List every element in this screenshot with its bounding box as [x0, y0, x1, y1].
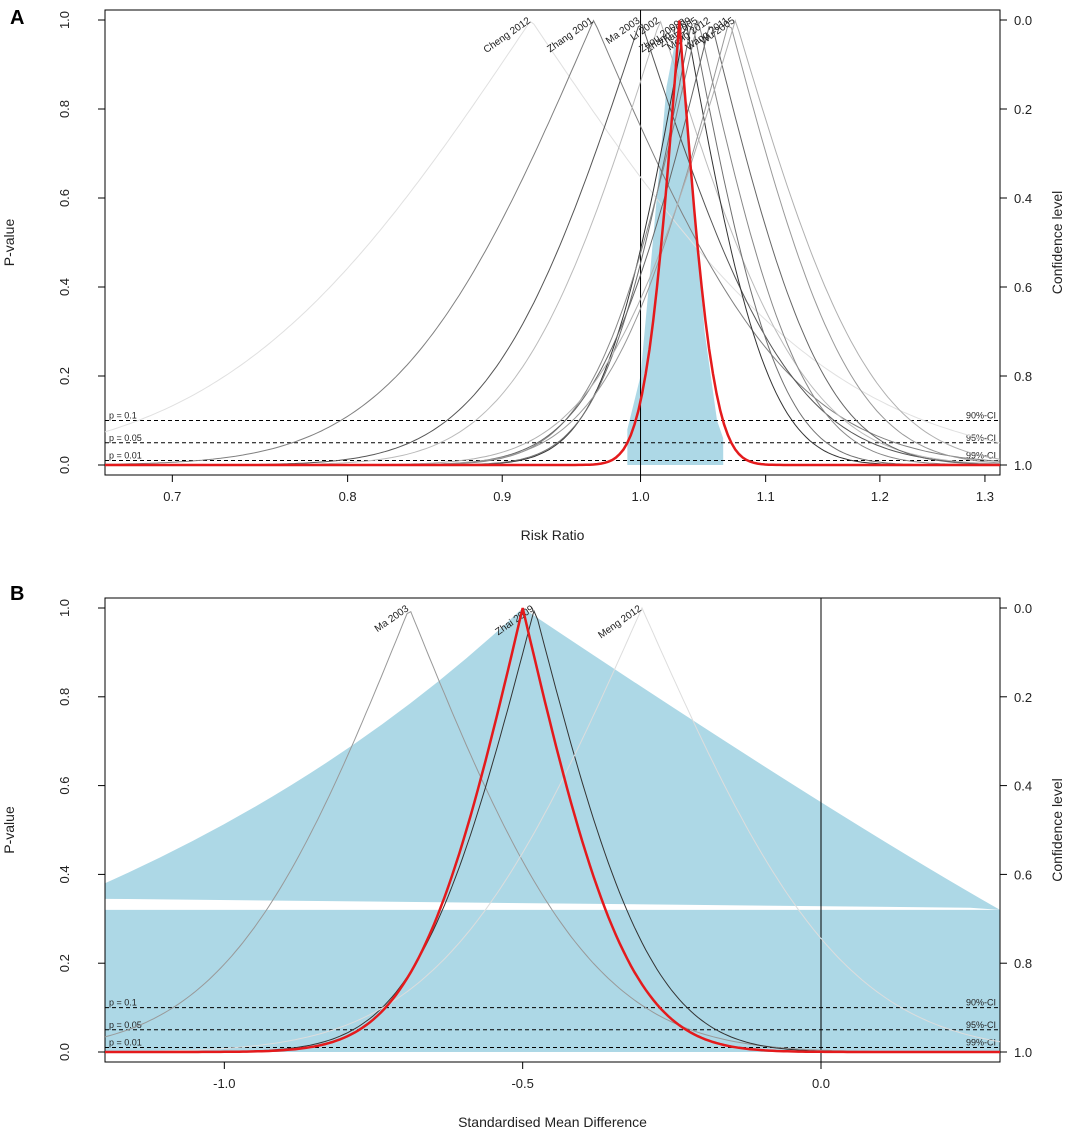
- reference-label-left: p = 0.1: [109, 998, 137, 1008]
- y-tick-label: 0.8: [57, 100, 72, 118]
- panel-label: B: [10, 583, 24, 605]
- reference-label-left: p = 0.05: [109, 433, 142, 443]
- pooled-curve: [105, 607, 1000, 1054]
- reference-label-left: p = 0.01: [109, 451, 142, 461]
- study-curve: [105, 26, 1001, 466]
- reference-label-right: 99%-CI: [966, 1038, 996, 1048]
- y2-tick-label: 0.4: [1014, 779, 1032, 794]
- y2-tick-label: 1.0: [1014, 458, 1032, 473]
- x-tick-label: 1.2: [871, 489, 889, 504]
- y2-tick-label: 1.0: [1014, 1045, 1032, 1060]
- y2-tick-label: 0.8: [1014, 956, 1032, 971]
- study-curve: [105, 19, 1001, 466]
- x-tick-label: 0.0: [812, 1076, 830, 1091]
- y-tick-label: 0.2: [57, 367, 72, 385]
- panel-b: p = 0.1 90%-CI p = 0.05 95%-CI p = 0.01 99%-C…: [1, 583, 1065, 1130]
- x-tick-label: -1.0: [213, 1076, 235, 1091]
- x-tick-label: 1.0: [631, 489, 649, 504]
- shaded-region-lower: [105, 909, 1000, 1052]
- y2-tick-label: 0.2: [1014, 102, 1032, 117]
- shaded-region-upper: [105, 608, 1000, 910]
- reference-label-right: 90%-CI: [966, 998, 996, 1008]
- reference-label-right: 95%-CI: [966, 1020, 996, 1030]
- y-tick-label: 0.6: [57, 777, 72, 795]
- y-tick-label: 0.0: [57, 456, 72, 474]
- reference-label-left: p = 0.01: [109, 1038, 142, 1048]
- study-curve: [105, 27, 1000, 466]
- study-curve: [105, 25, 1001, 466]
- study-curve: [105, 23, 1001, 466]
- y-tick-label: 0.0: [57, 1043, 72, 1061]
- y-tick-label: 0.4: [57, 865, 72, 883]
- study-label: Ma 2003: [373, 603, 412, 635]
- study-curve: [105, 20, 1001, 466]
- y2-tick-label: 0.8: [1014, 369, 1032, 384]
- x-tick-label: -0.5: [511, 1076, 533, 1091]
- y2-tick-label: 0.6: [1014, 867, 1032, 882]
- reference-label-left: p = 0.05: [109, 1020, 142, 1030]
- reference-label-right: 90%-CI: [966, 411, 996, 421]
- x-tick-label: 0.8: [339, 489, 357, 504]
- reference-label-left: p = 0.1: [109, 411, 137, 421]
- y-tick-label: 0.4: [57, 278, 72, 296]
- study-curve: [105, 19, 1000, 466]
- reference-label-right: 95%-CI: [966, 433, 996, 443]
- study-label: Zhang 2001: [545, 15, 595, 55]
- y2-tick-label: 0.4: [1014, 191, 1032, 206]
- plot-frame: [104, 9, 1001, 476]
- x-tick-label: 1.1: [757, 489, 775, 504]
- pooled-curve: [105, 20, 1000, 467]
- y-axis-title: P-value: [1, 219, 17, 267]
- study-curve: [104, 20, 1001, 444]
- y2-tick-label: 0.0: [1014, 601, 1032, 616]
- study-curve: [105, 19, 1001, 465]
- x-tick-label: 0.9: [493, 489, 511, 504]
- y2-tick-label: 0.2: [1014, 690, 1032, 705]
- x-axis-title: Risk Ratio: [521, 527, 585, 543]
- y2-axis-title: Confidence level: [1049, 191, 1065, 295]
- panel-a: p = 0.1 90%-CIp = 0.05 95%-CIp = 0.01 99%-C…: [1, 7, 1065, 543]
- study-curve: [105, 606, 1001, 1053]
- panel-label: A: [10, 7, 24, 29]
- plot-frame: [104, 597, 1001, 1063]
- y-tick-label: 1.0: [57, 11, 72, 29]
- y2-axis-title: Confidence level: [1049, 778, 1065, 882]
- y2-tick-label: 0.0: [1014, 13, 1032, 28]
- study-curve: [105, 24, 1000, 466]
- y-tick-label: 0.8: [57, 688, 72, 706]
- y-tick-label: 1.0: [57, 599, 72, 617]
- study-label: Cheng 2012: [482, 15, 533, 56]
- shaded-region: [627, 20, 724, 465]
- x-tick-label: 1.3: [976, 489, 994, 504]
- y-tick-label: 0.2: [57, 954, 72, 972]
- study-label: Meng 2012: [596, 603, 644, 641]
- x-tick-label: 0.7: [163, 489, 181, 504]
- y2-tick-label: 0.6: [1014, 280, 1032, 295]
- x-axis-title: Standardised Mean Difference: [458, 1114, 647, 1130]
- y-tick-label: 0.6: [57, 189, 72, 207]
- y-axis-title: P-value: [1, 806, 17, 854]
